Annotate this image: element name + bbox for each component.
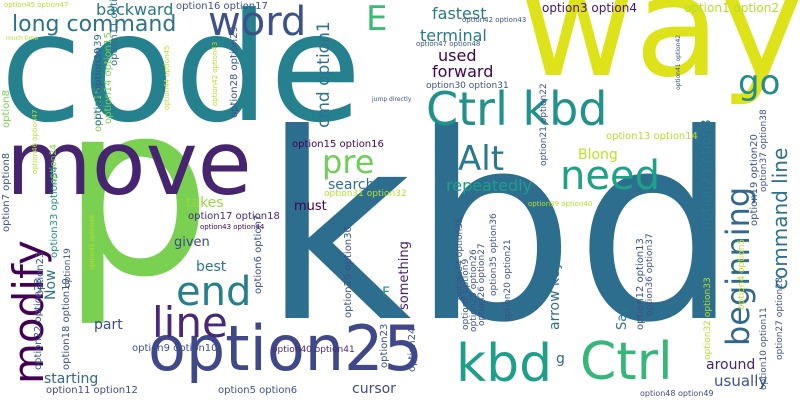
cloud-word: cmd option1	[314, 21, 334, 128]
cloud-word: option3 option4	[542, 1, 637, 15]
cloud-word: Ctrl kbd	[426, 82, 608, 136]
cloud-word: option9 option10	[132, 343, 218, 354]
cloud-word: usually	[714, 372, 768, 390]
cloud-word: must	[294, 199, 327, 214]
cloud-word: option46 option47	[31, 109, 39, 174]
cloud-word: option16 option17	[176, 1, 268, 12]
cloud-word: option48 option49	[640, 389, 714, 398]
cloud-word: something	[397, 241, 412, 310]
cloud-word: option25	[148, 312, 423, 385]
cloud-word: option4 option5	[737, 238, 747, 310]
cloud-word: option31 option32	[324, 189, 407, 199]
cloud-word: option15 option16	[292, 139, 384, 150]
cloud-word: Blong	[578, 147, 618, 163]
cloud-word: option24	[407, 327, 418, 372]
cloud-word: option36 option37	[645, 233, 655, 316]
cloud-word: part	[94, 317, 123, 333]
cloud-word: option30 option31	[426, 81, 509, 91]
cloud-word: option22 option23	[33, 278, 44, 370]
cloud-word: option21 option22	[539, 83, 549, 166]
cloud-word: backward	[96, 0, 174, 19]
cloud-word: p	[60, 50, 213, 330]
cloud-word: kbd	[262, 79, 739, 379]
cloud-word: long command	[12, 12, 177, 37]
cloud-word: option18 option19	[61, 278, 72, 370]
cloud-word: option44 option45	[163, 45, 171, 110]
cloud-word: much time	[6, 35, 39, 42]
cloud-word: option37 option38	[759, 109, 769, 192]
cloud-word: kbd	[456, 334, 553, 394]
cloud-word: option11 option12	[46, 385, 138, 396]
cloud-word: code	[0, 0, 362, 156]
cloud-word: search	[328, 177, 375, 193]
cloud-word: option33 option34	[49, 166, 60, 258]
cloud-word: Say	[615, 306, 630, 330]
cloud-word: E	[366, 0, 388, 39]
cloud-word: option45 option47	[4, 1, 69, 9]
cloud-word: around	[706, 357, 756, 373]
cloud-word: command line	[768, 147, 792, 290]
cloud-word: line	[152, 298, 228, 347]
cloud-word: way	[520, 0, 800, 109]
cloud-word: cursor	[352, 381, 396, 397]
cloud-word: repeatedly	[446, 176, 533, 195]
cloud-word: move	[6, 112, 252, 215]
cloud-word: end	[176, 269, 252, 315]
cloud-word: option23	[379, 323, 390, 368]
cloud-word: forward	[432, 62, 494, 81]
cloud-word: need	[560, 153, 660, 199]
cloud-word: option42 option43	[462, 16, 527, 24]
cloud-word: terminal	[420, 26, 487, 45]
cloud-word: option27 option28	[775, 277, 785, 360]
cloud-word: option17 option18	[188, 211, 280, 222]
cloud-word: takes	[186, 195, 224, 211]
cloud-word: Alt	[458, 139, 505, 179]
cloud-word: jump directly	[372, 96, 412, 103]
cloud-word: option13 option14	[606, 131, 698, 142]
cloud-word: option35 option36	[489, 213, 499, 296]
cloud-word: option47 option48	[416, 40, 481, 48]
cloud-word: Ctrl	[580, 332, 673, 392]
cloud-word: option40 option41	[272, 345, 355, 355]
cloud-word: option8	[1, 90, 12, 128]
cloud-word: option1 option2	[684, 1, 779, 15]
cloud-word: option32 option33	[703, 277, 713, 360]
cloud-word: fastest	[432, 4, 487, 23]
cloud-word: option28 option29	[229, 26, 240, 118]
cloud-word: option5 option6	[218, 385, 298, 396]
cloud-word: pre	[322, 143, 375, 181]
cloud-word: given	[174, 235, 210, 250]
cloud-word: option20 option21	[503, 239, 513, 322]
cloud-word: F	[382, 285, 391, 301]
cloud-word: option11 option12	[109, 0, 120, 66]
cloud-word: go	[738, 63, 781, 103]
cloud-word: option6 option7	[253, 214, 264, 294]
cloud-word: g	[556, 351, 565, 367]
cloud-word: option45 option46	[89, 214, 96, 270]
cloud-word: option29 option30	[343, 226, 354, 318]
cloud-word: option10 option11	[759, 307, 769, 390]
cloud-word: option39 option40	[528, 200, 593, 208]
cloud-word: arrow key	[547, 261, 563, 330]
cloud-word: word	[208, 0, 307, 45]
cloud-word: Now	[43, 269, 59, 301]
cloud-word: option25 option26	[469, 249, 479, 332]
cloud-word: option38 option39	[93, 34, 104, 126]
cloud-word: option42 option43	[211, 41, 219, 106]
cloud-word: best	[196, 259, 227, 275]
cloud-word: starting	[44, 371, 99, 387]
cloud-word: option43 option44	[200, 223, 265, 231]
cloud-word: option2 option3	[699, 119, 715, 230]
cloud-word: option7 option8	[1, 152, 12, 232]
cloud-word: used	[438, 46, 477, 65]
cloud-word: option26 option27	[477, 243, 487, 326]
cloud-word: option41 option42	[675, 34, 682, 90]
